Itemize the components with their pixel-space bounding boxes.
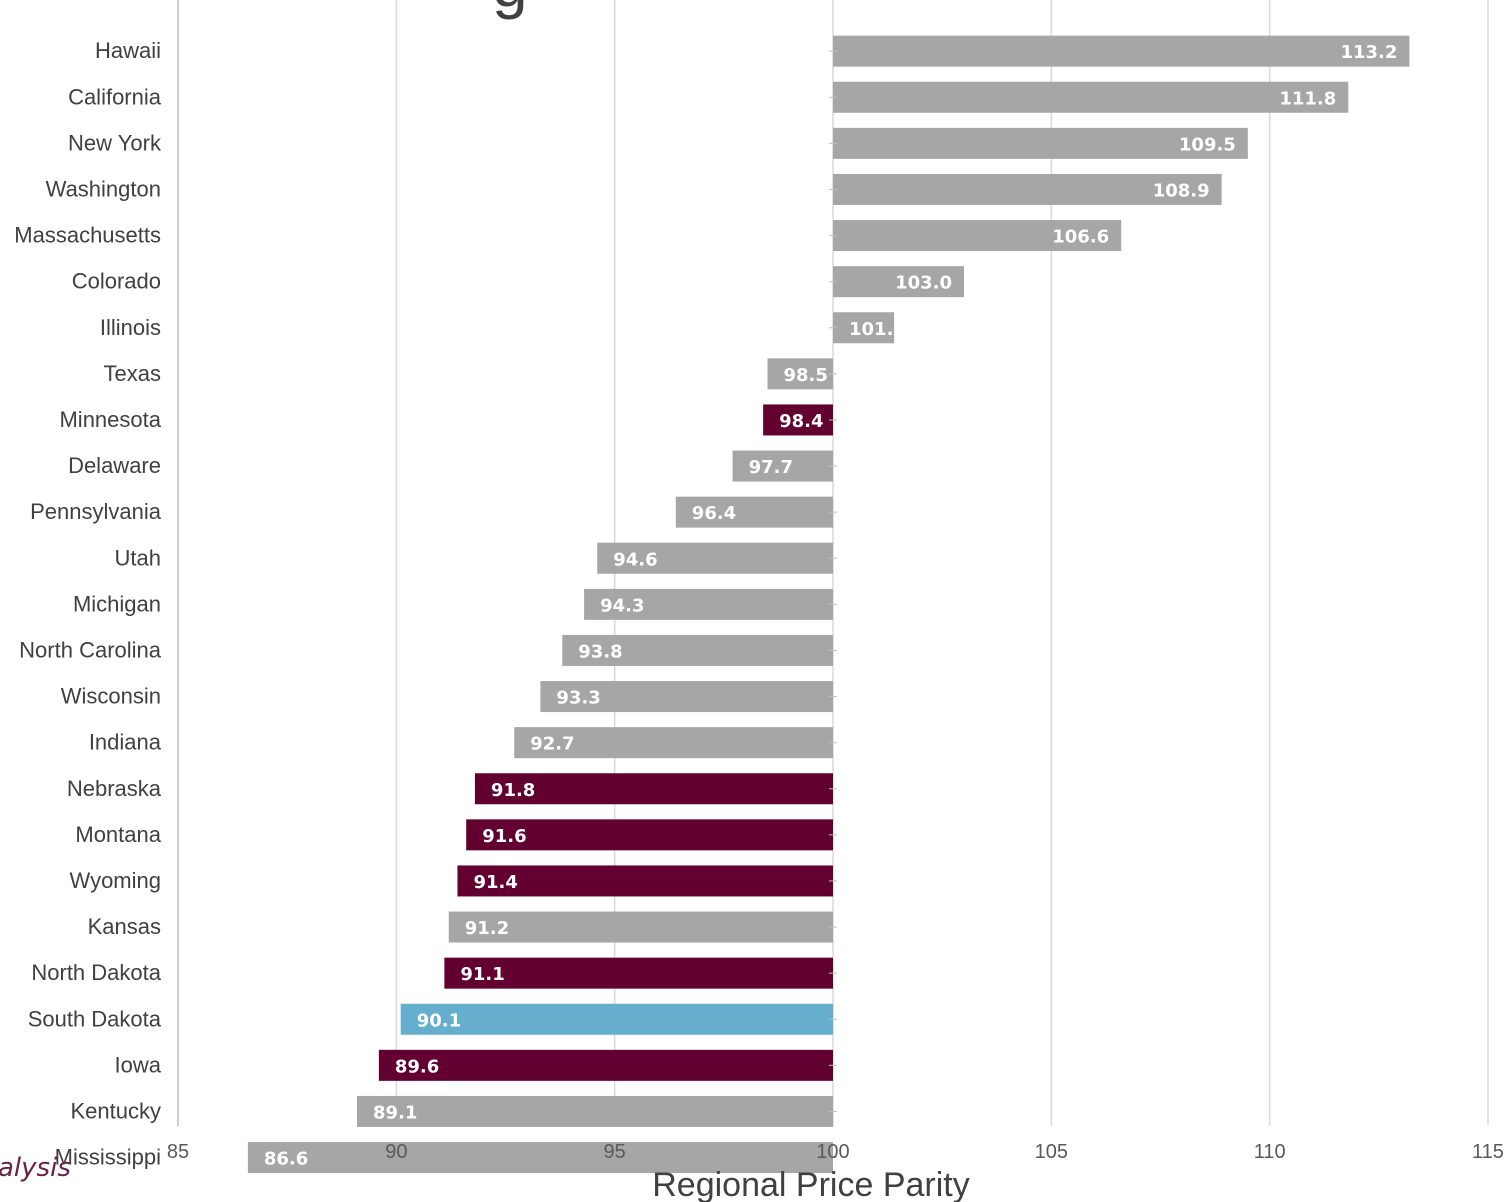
category-label: Kansas: [88, 914, 161, 939]
data-labels: 113.2 111.8 109.5 108.9 106.6 103.0 101.4 98.5 9…: [264, 42, 1398, 1169]
category-label: Wisconsin: [61, 684, 161, 709]
data-label: 94.3: [600, 595, 644, 616]
gridlines: [395, 0, 1489, 1126]
x-tick-label: 105: [1035, 1141, 1068, 1163]
category-label: Kentucky: [71, 1098, 162, 1123]
data-label: 103.0: [895, 273, 952, 294]
category-label: Mississippi: [55, 1145, 161, 1170]
category-label: Utah: [115, 545, 161, 570]
data-label: 109.5: [1179, 134, 1236, 155]
category-label: Pennsylvania: [30, 499, 162, 524]
category-label: Illinois: [100, 315, 161, 340]
data-label: 89.6: [395, 1056, 439, 1077]
data-label: 94.6: [613, 549, 657, 570]
data-label: 91.6: [482, 826, 526, 847]
data-label: 89.1: [373, 1102, 417, 1123]
bar-kentucky: [357, 1095, 833, 1127]
data-label: 98.5: [784, 365, 828, 386]
x-tick-label: 110: [1254, 1141, 1286, 1163]
bar-wisconsin: [540, 681, 833, 713]
bar-kansas: [448, 911, 833, 943]
x-tick-label: 95: [604, 1141, 626, 1163]
data-label: 93.3: [556, 688, 600, 709]
category-label: South Dakota: [28, 1006, 162, 1031]
category-label: Montana: [75, 822, 161, 847]
data-label: 113.2: [1340, 42, 1397, 63]
bar-michigan: [584, 588, 833, 620]
bar-north-dakota: [444, 957, 833, 989]
data-label: 91.2: [465, 918, 509, 939]
x-tick-labels: 85 90 95 100 105 110 115: [167, 1141, 1504, 1163]
category-label: Nebraska: [67, 776, 162, 801]
bar-nebraska: [474, 773, 833, 805]
data-label: 96.4: [692, 503, 736, 524]
data-label: 91.8: [491, 780, 535, 801]
data-label: 90.1: [417, 1010, 461, 1031]
data-label: 86.6: [264, 1149, 308, 1170]
bar-utah: [597, 542, 833, 574]
bar-south-dakota: [400, 1003, 833, 1035]
bar-mississippi: [247, 1142, 833, 1174]
x-tick-label: 100: [816, 1141, 849, 1163]
category-label: Indiana: [89, 730, 162, 755]
category-label: Hawaii: [95, 38, 161, 63]
category-label: Michigan: [73, 591, 161, 616]
category-label: California: [68, 84, 162, 109]
bar-montana: [466, 819, 833, 851]
bar-hawaii: [833, 35, 1410, 67]
bar-pennsylvania: [675, 496, 833, 528]
data-label: 97.7: [749, 457, 793, 478]
x-tick-label: 115: [1472, 1141, 1504, 1163]
brand-logo-fragment: alysis: [0, 1153, 71, 1183]
bars: [247, 35, 1410, 1174]
bar-new-york: [833, 127, 1248, 159]
bar-indiana: [514, 727, 833, 759]
bar-wyoming: [457, 865, 833, 897]
data-label: 91.4: [473, 872, 517, 893]
category-label: North Dakota: [31, 960, 161, 985]
data-label: 106.6: [1052, 227, 1109, 248]
category-label: Wyoming: [70, 868, 162, 893]
bar-north-carolina: [562, 634, 833, 666]
x-tick-label: 85: [167, 1141, 189, 1163]
category-label: New York: [68, 130, 162, 155]
bar-massachusetts: [833, 220, 1122, 252]
x-axis-title: Regional Price Parity: [652, 1166, 969, 1202]
category-label: Colorado: [72, 269, 161, 294]
bar-illinois: [833, 312, 895, 344]
data-label: 92.7: [530, 734, 574, 755]
category-label: Texas: [104, 361, 161, 386]
bar-minnesota: [763, 404, 833, 436]
data-label: 101.4: [849, 319, 906, 340]
bar-texas: [767, 358, 833, 390]
bar-washington: [833, 173, 1222, 205]
data-label: 108.9: [1153, 180, 1210, 201]
chart-title-fragment: g: [492, 0, 528, 20]
category-label: Iowa: [115, 1052, 162, 1077]
category-label: Washington: [46, 176, 161, 201]
data-label: 91.1: [460, 964, 504, 985]
bar-california: [833, 81, 1349, 113]
data-label: 93.8: [578, 641, 622, 662]
data-label: 98.4: [779, 411, 823, 432]
data-label: 111.8: [1279, 88, 1336, 109]
category-label: North Carolina: [19, 637, 162, 662]
category-label: Massachusetts: [14, 223, 161, 248]
x-tick-label: 90: [385, 1141, 407, 1163]
bar-delaware: [732, 450, 833, 482]
category-label: Minnesota: [59, 407, 161, 432]
bar-colorado: [833, 266, 964, 298]
bar-iowa: [378, 1049, 833, 1081]
axes: [177, 0, 837, 1159]
category-label: Delaware: [68, 453, 161, 478]
category-labels: Hawaii California New York Washington Massac…: [14, 38, 162, 1169]
